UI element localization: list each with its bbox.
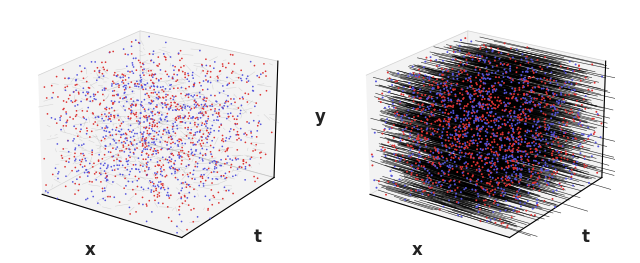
Y-axis label: t: t (253, 228, 262, 246)
X-axis label: x: x (412, 241, 423, 259)
X-axis label: x: x (84, 241, 95, 259)
Y-axis label: t: t (582, 228, 589, 246)
